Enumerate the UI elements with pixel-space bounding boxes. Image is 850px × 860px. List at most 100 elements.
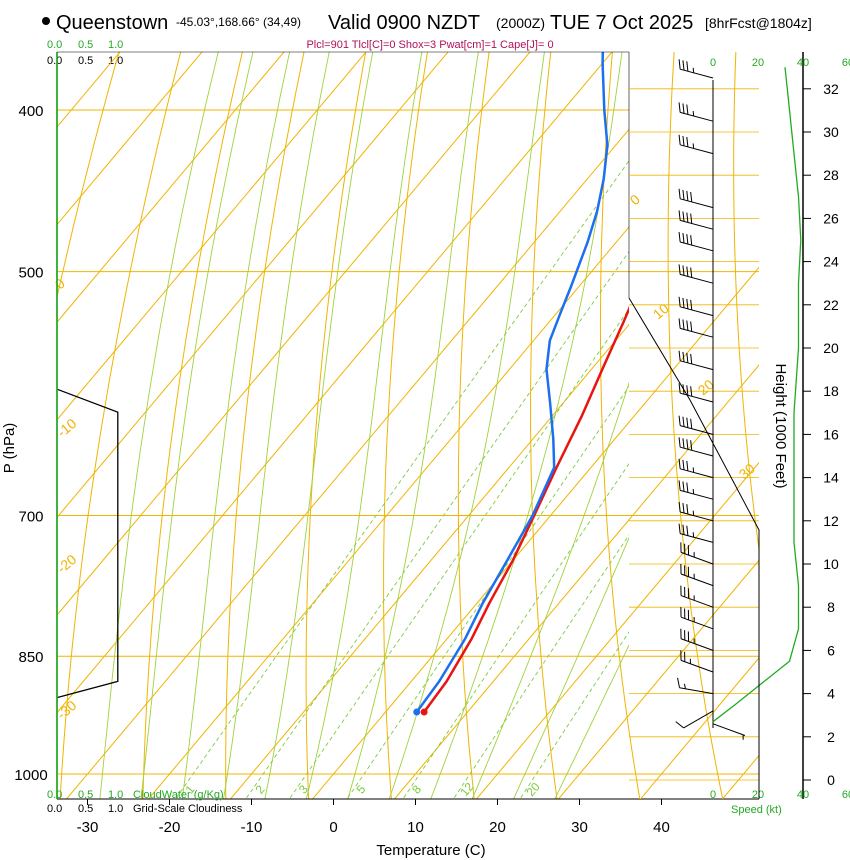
wind-barb-feather xyxy=(678,480,681,491)
wind-barb-feather xyxy=(678,415,681,426)
isotherm-label: 20 xyxy=(695,376,717,398)
wind-barb-feather xyxy=(682,524,685,535)
dry-adiabat-line xyxy=(59,52,182,799)
mixing-ratio-label: 8 xyxy=(409,782,424,796)
wind-barb xyxy=(678,210,714,230)
wind-barb-feather xyxy=(690,267,693,278)
wind-barb-feather xyxy=(690,440,693,451)
wind-barb-staff xyxy=(680,511,714,522)
isotherm-line xyxy=(0,0,353,816)
wind-speed-line xyxy=(712,67,802,723)
wind-barb-staff xyxy=(680,659,714,673)
cloudwater-top-ticks: 0.0 0.5 1.0 xyxy=(47,39,123,51)
cloudwater-axis-title: CloudWater (g/Kg) xyxy=(133,789,224,801)
wind-barb-feather xyxy=(678,102,681,113)
cloudwater-bottom-ticks: 0.0 0.5 1.0 xyxy=(47,789,123,801)
cloudiness-top-ticks: 0.0 0.5 1.0 xyxy=(47,55,123,67)
wind-barb-staff xyxy=(680,489,714,500)
wind-barb xyxy=(677,677,714,695)
wind-barb-feather xyxy=(678,296,681,307)
temperature-tick-label: 10 xyxy=(407,819,424,836)
cloudiness-bottom-ticks: 0.0 0.5 1.0 xyxy=(47,803,123,815)
wind-barb xyxy=(680,542,714,565)
moist-adiabat-line xyxy=(99,52,219,799)
wind-barb-feather xyxy=(686,61,689,72)
dry-adiabat-line xyxy=(383,52,428,799)
wind-barb-feather xyxy=(682,233,685,244)
wind-barb-feather xyxy=(682,481,685,492)
pressure-axis-title: P (hPa) xyxy=(1,423,18,474)
station-name: Queenstown xyxy=(56,12,168,34)
wind-barb xyxy=(678,296,714,317)
wind-barb-staff xyxy=(680,573,714,587)
dry-adiabat-line xyxy=(599,52,629,735)
mixing-ratio-lines xyxy=(174,160,629,799)
isotherm-line xyxy=(57,52,285,323)
wind-barb-feather xyxy=(678,318,681,329)
wind-barb-feather xyxy=(690,386,693,397)
pressure-tick-label: 500 xyxy=(18,265,43,282)
wind-barb xyxy=(680,563,714,587)
isotherm-line xyxy=(57,52,531,616)
wind-barb-feather xyxy=(682,438,685,449)
isotherm-line xyxy=(629,266,759,423)
temperature-tick-label: -30 xyxy=(77,819,99,836)
wind-barb-feather xyxy=(682,189,685,200)
dry-adiabat-line xyxy=(667,52,724,799)
wind-barb xyxy=(678,458,714,479)
pressure-tick-label: 400 xyxy=(18,103,43,120)
wind-barb xyxy=(680,628,714,651)
moist-adiabat-line xyxy=(140,52,254,799)
wind-barb-feather xyxy=(678,134,681,145)
temperature-tick-label: -10 xyxy=(241,819,263,836)
wind-barb-half-feather xyxy=(692,143,695,149)
wind-speed-profile xyxy=(712,67,802,723)
wind-barb-feather xyxy=(678,458,681,469)
isotherm-line xyxy=(65,128,629,799)
wind-barb xyxy=(678,480,714,500)
wind-barb-staff xyxy=(680,551,714,565)
speed-tick-label: 60 xyxy=(842,57,850,69)
speed-tick-label: 0 xyxy=(710,789,716,801)
wind-barb-staff xyxy=(679,687,714,695)
temperature-tick-label: 40 xyxy=(653,819,670,836)
isotherm-line xyxy=(475,616,629,799)
wind-barb-staff xyxy=(680,446,714,457)
moist-adiabat-line xyxy=(305,52,423,799)
wind-barb-feather xyxy=(686,212,689,223)
mixing-ratio-line xyxy=(402,462,629,799)
cloudwater-top-tick: 0.0 xyxy=(47,39,62,51)
isotherm-line xyxy=(629,559,759,716)
wind-barb-feather xyxy=(682,297,685,308)
moist-adiabat-line xyxy=(388,52,545,799)
cloudwater-bottom-tick: 0.5 xyxy=(78,789,93,801)
cloudiness-axis-title: Grid-Scale Cloudiness xyxy=(133,803,243,815)
wind-barb-half-feather xyxy=(692,110,695,117)
speed-tick-label: 0 xyxy=(710,57,716,69)
cloudiness-top-tick: 1.0 xyxy=(108,55,123,67)
temperature-tick-labels: -30 -20 -10 0 10 20 30 40 xyxy=(77,799,670,836)
mixing-ratio-labels: 1 2 3 5 8 12 20 xyxy=(182,780,543,799)
height-tick-label: 12 xyxy=(823,513,839,529)
station-coords: -45.03°,168.66° (34,49) xyxy=(176,15,301,29)
wind-barb-half-feather xyxy=(692,532,695,538)
dry-adiabat-line xyxy=(305,52,367,799)
height-tick-label: 2 xyxy=(827,729,835,745)
wind-barb-half-feather xyxy=(692,467,695,473)
moist-adiabat-line xyxy=(430,52,623,799)
wind-barb-feather xyxy=(678,232,681,243)
wind-barb-feather xyxy=(686,190,689,201)
height-tick-label: 8 xyxy=(827,599,835,615)
wind-barb xyxy=(675,710,714,729)
cloudwater-top-tick: 1.0 xyxy=(108,39,123,51)
wind-barb-feather xyxy=(678,188,681,199)
wind-barb xyxy=(678,134,714,155)
wind-barb xyxy=(678,188,714,209)
wind-barb-feather xyxy=(690,321,693,332)
dry-adiabat-line xyxy=(530,52,558,799)
wind-barb-feather xyxy=(678,264,681,275)
temperature-axis-title: Temperature (C) xyxy=(376,842,485,859)
isotherm-line xyxy=(57,52,449,519)
cloudiness-bottom-tick: 1.0 xyxy=(108,803,123,815)
dry-adiabat-line xyxy=(733,52,759,553)
